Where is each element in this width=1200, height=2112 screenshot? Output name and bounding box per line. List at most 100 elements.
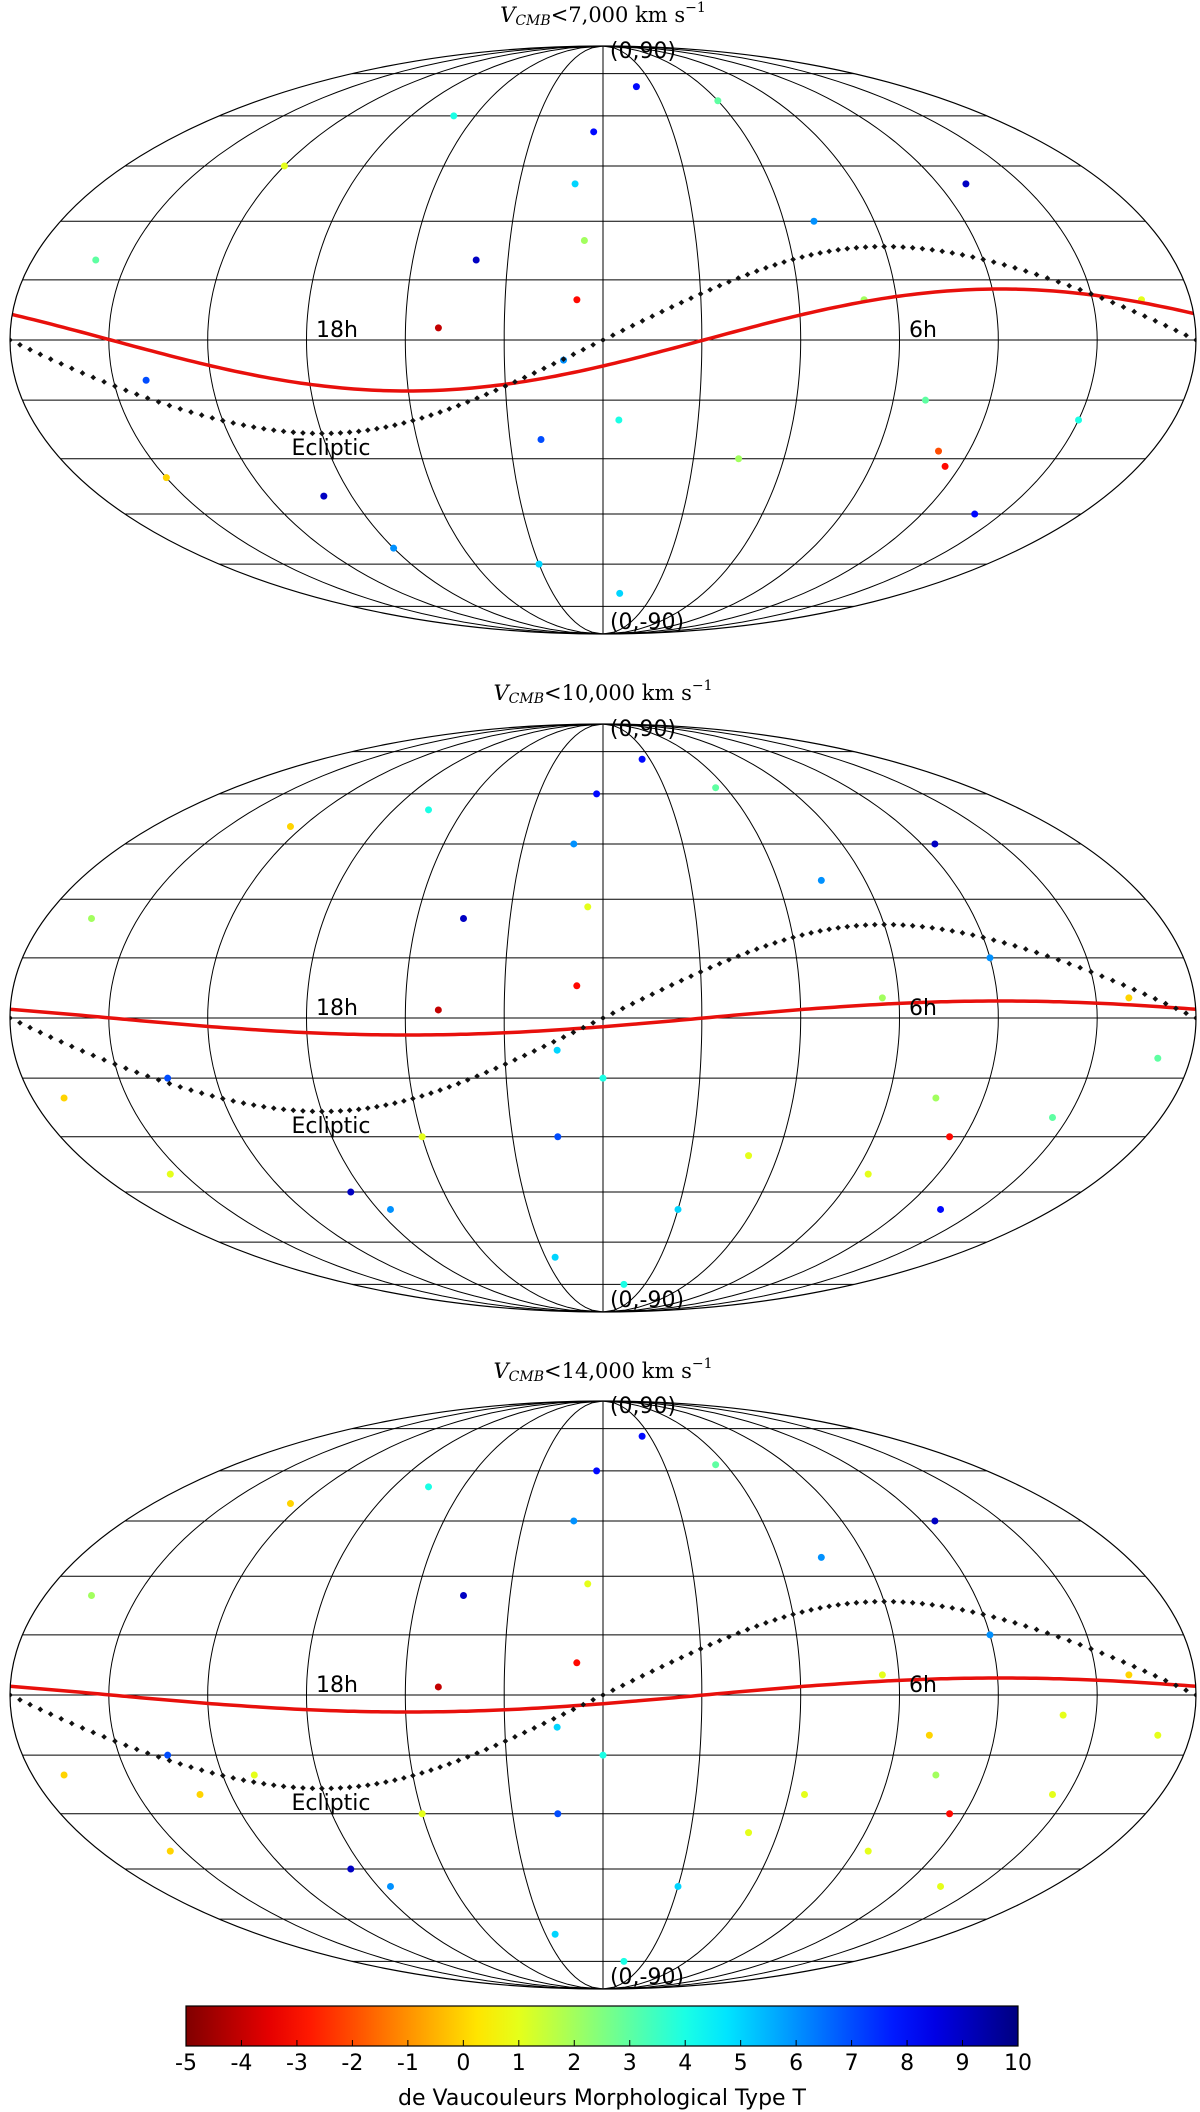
ecliptic-dot [744,271,751,278]
ecliptic-dot [428,412,434,418]
ecliptic-dot [753,1623,760,1629]
ecliptic-dot [260,1780,267,1787]
galaxy-point [946,1810,954,1818]
galaxy-point [460,914,468,922]
ecliptic-dot [1183,1010,1189,1017]
meridian [207,1401,604,1989]
ecliptic-dot [79,1725,86,1731]
map-body [10,1401,1196,1989]
ecliptic-dot [1012,943,1018,949]
galaxy-point [937,1205,945,1213]
ecliptic-dot [230,420,237,426]
ecliptic-dot [668,304,675,310]
ecliptic-dot [826,926,832,933]
ecliptic-dot [1022,946,1029,952]
ecliptic-dot [392,422,398,428]
ecliptic-dot [483,391,490,398]
right-label: 6h [909,1673,937,1698]
galaxy-point [1059,1711,1067,1719]
ecliptic-dot [1120,982,1127,988]
ecliptic-dot [580,1024,587,1031]
ecliptic-dot [437,1087,443,1093]
ecliptic-dot [355,1106,362,1113]
galaxy-point [674,1205,682,1213]
meridian [602,724,802,1312]
ecliptic-dot [37,1029,44,1036]
ecliptic-dot [939,1603,946,1610]
ecliptic-dot [826,248,832,255]
galaxy-point [941,462,949,470]
ecliptic-dot [188,409,194,415]
ecliptic-dot [629,1000,636,1007]
galaxy-point [810,217,818,225]
colorbar-tick-label: -4 [230,2051,252,2076]
left-label: 18h [316,996,358,1021]
map-body [10,724,1196,1312]
ecliptic-dot [17,341,23,348]
galaxy-point [554,1810,562,1818]
plane-curve [10,1676,1196,1714]
ecliptic-dot [862,244,869,250]
ecliptic-dot [209,1770,216,1776]
ecliptic-dot [309,1108,316,1115]
ecliptic-dot [990,937,997,943]
galaxy-point [166,1847,174,1855]
ecliptic-dot [483,1746,490,1753]
ecliptic-dot [1033,949,1040,956]
galaxy-point [590,128,598,136]
colorbar-tick-label: 8 [900,2051,914,2076]
galaxy-point [931,840,939,848]
galaxy-point [971,510,979,518]
meridian [602,46,802,634]
ecliptic-dot [610,1010,616,1017]
ecliptic-dot [155,1077,162,1083]
ecliptic-dot [209,1093,216,1099]
ecliptic-dot [123,387,129,394]
ecliptic-dot [101,1734,107,1740]
ecliptic-dot [27,1024,33,1031]
ecliptic-dot [629,1677,636,1684]
ecliptic-dot [688,973,694,979]
ecliptic-dot [328,1785,335,1792]
ecliptic-dot [844,1600,851,1607]
ecliptic-dot [419,1093,425,1099]
ecliptic-dot [1131,308,1138,315]
map-title: VCMB<10,000 km s−1 [494,678,713,707]
ecliptic-dot [1044,1630,1051,1636]
ecliptic-dot [590,1019,596,1026]
ecliptic-dot [58,360,65,367]
ecliptic-dot [383,1102,389,1108]
galaxy-point [632,83,640,91]
ecliptic-dot [735,953,742,959]
galaxy-point [573,1659,581,1667]
galaxy-point [92,256,100,264]
galaxy-point [573,296,581,304]
ecliptic-dot [853,1599,860,1606]
south-label: (0,-90) [610,1288,684,1313]
ecliptic-dot [560,1034,567,1040]
ecliptic-dot [47,356,54,362]
ecliptic-dot [659,1663,665,1670]
ecliptic-dot [17,1019,23,1026]
galaxy-point [986,954,994,962]
galaxy-point [425,806,433,814]
meridian [305,46,604,634]
ecliptic-dot [101,1057,107,1063]
galaxy-point [434,1683,442,1691]
colorbar-label: de Vaucouleurs Morphological Type T [398,2086,807,2111]
ecliptic-dot [27,346,33,353]
ecliptic-dot [10,1015,13,1021]
ecliptic-dot [531,1048,538,1054]
ecliptic-dot [474,1750,480,1757]
galaxy-point [196,1791,204,1799]
ecliptic-dot [1012,265,1018,271]
ecliptic-dot [871,1598,878,1605]
galaxy-point [570,840,578,848]
galaxy-point [390,544,398,552]
ecliptic-dot [512,1734,518,1740]
ecliptic-dot [300,430,306,436]
ecliptic-dot [639,996,646,1002]
ecliptic-dot [1099,295,1105,301]
ecliptic-dot [300,1785,306,1791]
